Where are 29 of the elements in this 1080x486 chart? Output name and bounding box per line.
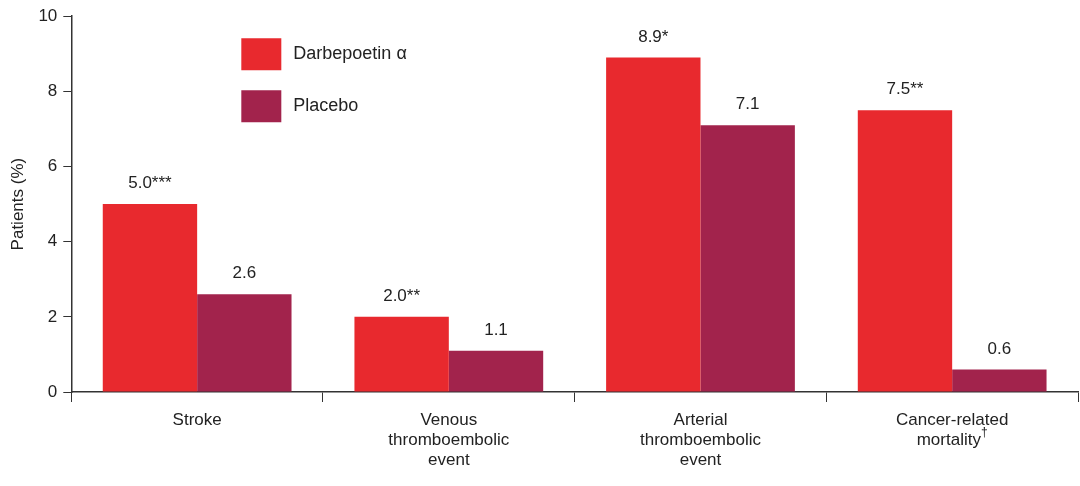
data-label: 0.6 (987, 338, 1012, 358)
y-tick-label: 4 (47, 231, 58, 251)
y-tick-label: 10 (38, 5, 58, 25)
x-tick-label: Stroke (172, 410, 222, 430)
bar (952, 369, 1047, 392)
data-label: 2.6 (232, 263, 257, 283)
y-tick-label: 2 (47, 306, 58, 326)
data-label: 1.1 (484, 319, 508, 339)
bar (102, 204, 198, 392)
legend-label: Darbepoetin α (293, 43, 407, 64)
y-axis-title: Patients (%) (7, 157, 27, 251)
y-tick-label: 8 (47, 81, 58, 101)
x-tick-label: Venous thromboembolic event (388, 410, 510, 470)
data-label: 5.0*** (128, 173, 173, 193)
x-tick-label: Cancer-related mortality† (895, 410, 1009, 450)
bar (700, 125, 795, 392)
y-tick-label: 0 (47, 381, 58, 401)
bar (606, 57, 701, 392)
data-label: 7.5** (886, 79, 924, 99)
bar (448, 350, 544, 392)
data-label: 8.9* (638, 26, 669, 46)
x-tick-label: Arterial thromboembolic event (640, 410, 762, 470)
data-label: 2.0** (383, 286, 421, 306)
y-tick-label: 6 (47, 156, 58, 176)
legend-label: Placebo (293, 95, 359, 116)
data-label: 7.1 (735, 94, 760, 114)
bar (197, 294, 292, 392)
bar (354, 316, 449, 392)
bar (857, 110, 953, 392)
